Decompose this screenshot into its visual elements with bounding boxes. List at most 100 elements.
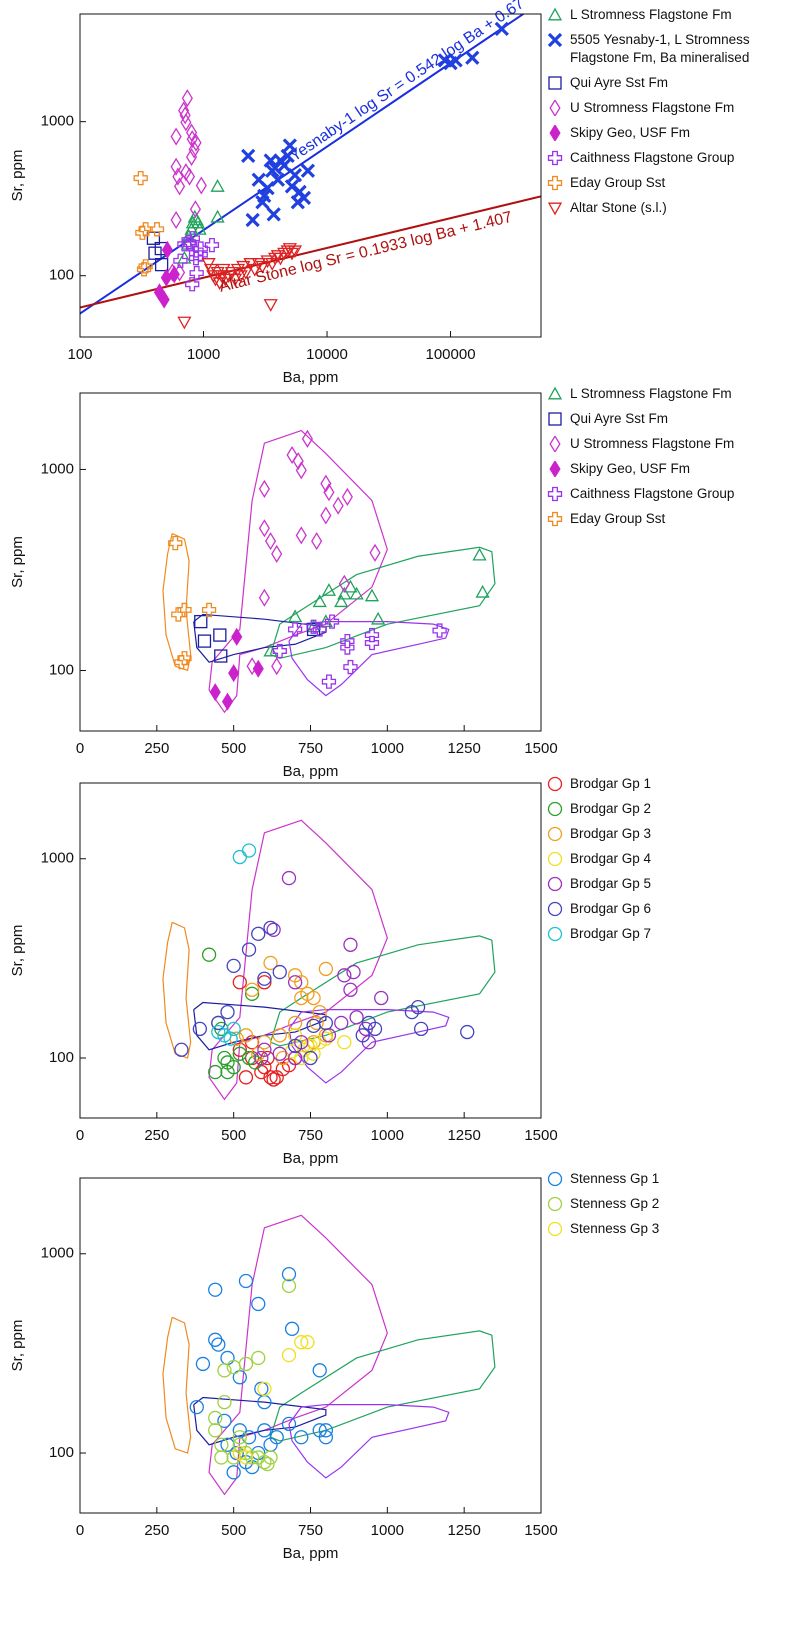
marker — [216, 263, 231, 277]
marker — [227, 273, 243, 287]
x-tick-label: 1000 — [187, 346, 220, 363]
marker — [168, 265, 180, 284]
marker — [494, 21, 509, 37]
legend-entry: L Stromness Flagstone Fm — [546, 6, 782, 24]
marker — [320, 506, 332, 525]
marker — [549, 125, 561, 141]
x-tick-label: 1000 — [371, 740, 404, 757]
x-tick-label: 0 — [76, 1522, 84, 1539]
marker — [260, 1050, 275, 1066]
legend-label: Eday Group Sst — [570, 175, 666, 190]
marker — [246, 657, 258, 676]
marker — [229, 1445, 244, 1461]
x-tick-label: 1500 — [524, 1127, 557, 1144]
marker — [260, 1456, 275, 1472]
x-axis-label: Ba, ppm — [283, 1150, 339, 1167]
field-outline — [288, 621, 450, 697]
marker — [232, 1430, 247, 1445]
y-tick-label: 100 — [49, 267, 74, 284]
marker — [263, 955, 278, 971]
x-tick-label: 500 — [221, 740, 246, 757]
marker — [547, 150, 563, 166]
marker — [135, 225, 150, 240]
x-axis-label: Ba, ppm — [283, 1545, 339, 1562]
marker — [306, 1046, 321, 1061]
y-tick-label: 1000 — [41, 850, 74, 867]
marker — [211, 1024, 226, 1040]
marker — [217, 1395, 232, 1410]
marker — [312, 1004, 327, 1020]
x-tick-label: 100 — [67, 346, 92, 363]
legend-entry: Eday Group Sst — [546, 174, 782, 192]
legend-marker — [547, 486, 563, 502]
marker — [318, 1430, 334, 1445]
legend-label: Qui Ayre Sst Fm — [570, 75, 669, 90]
legend-marker — [547, 1171, 563, 1187]
marker — [547, 511, 563, 527]
x-tick-label: 1500 — [524, 1522, 557, 1539]
x-tick-label: 250 — [144, 1522, 169, 1539]
marker — [197, 634, 212, 648]
marker — [232, 849, 247, 865]
marker — [185, 123, 198, 142]
marker — [271, 544, 283, 563]
marker — [300, 163, 316, 178]
legend-marker — [549, 461, 561, 477]
marker — [432, 623, 447, 638]
marker — [258, 588, 270, 607]
marker — [203, 263, 219, 277]
field-outline — [193, 1001, 327, 1051]
marker — [266, 922, 281, 937]
marker — [281, 1347, 297, 1363]
legend-label: Caithness Flagstone Group — [570, 486, 735, 501]
marker — [149, 222, 165, 237]
marker — [224, 266, 240, 280]
marker — [371, 611, 386, 625]
marker — [303, 1038, 318, 1054]
y-axis-label: Sr, ppm — [9, 536, 26, 588]
legend-entry: Skipy Geo, USF Fm — [546, 460, 782, 478]
marker — [258, 519, 270, 538]
marker — [306, 990, 321, 1006]
marker — [185, 147, 198, 167]
marker — [364, 588, 380, 602]
marker — [238, 1356, 254, 1372]
marker — [241, 843, 257, 858]
marker — [323, 483, 335, 502]
marker — [213, 628, 227, 642]
legend-label: Brodgar Gp 1 — [570, 776, 652, 791]
marker — [188, 140, 200, 159]
legend-entry: Eday Group Sst — [546, 510, 782, 528]
marker — [174, 1042, 189, 1057]
marker — [238, 1450, 254, 1465]
legend-marker — [547, 511, 563, 527]
legend-entry: Brodgar Gp 2 — [546, 800, 782, 818]
marker — [220, 1350, 235, 1366]
legend-label: U Stromness Flagstone Fm — [570, 436, 735, 451]
marker — [337, 968, 352, 983]
marker — [472, 547, 487, 561]
marker — [193, 241, 208, 256]
plot-area — [80, 14, 541, 330]
marker — [263, 920, 278, 936]
marker — [232, 1046, 247, 1061]
marker — [181, 89, 193, 108]
marker — [263, 299, 278, 312]
marker — [257, 1042, 272, 1057]
field-outline — [208, 429, 388, 714]
marker — [266, 207, 281, 222]
x-tick-label: 1000 — [371, 1522, 404, 1539]
marker — [258, 479, 270, 498]
legend-entry: U Stromness Flagstone Fm — [546, 435, 782, 453]
marker — [226, 958, 241, 974]
legend-entry: Qui Ayre Sst Fm — [546, 410, 782, 428]
x-tick-label: 10000 — [306, 346, 348, 363]
legend-marker — [549, 125, 561, 141]
plot-frame — [79, 782, 542, 1119]
legend-entry: Altar Stone (s.l.) — [546, 199, 782, 217]
marker — [221, 692, 234, 711]
marker — [334, 594, 349, 608]
marker — [303, 1050, 318, 1066]
marker — [548, 76, 562, 90]
